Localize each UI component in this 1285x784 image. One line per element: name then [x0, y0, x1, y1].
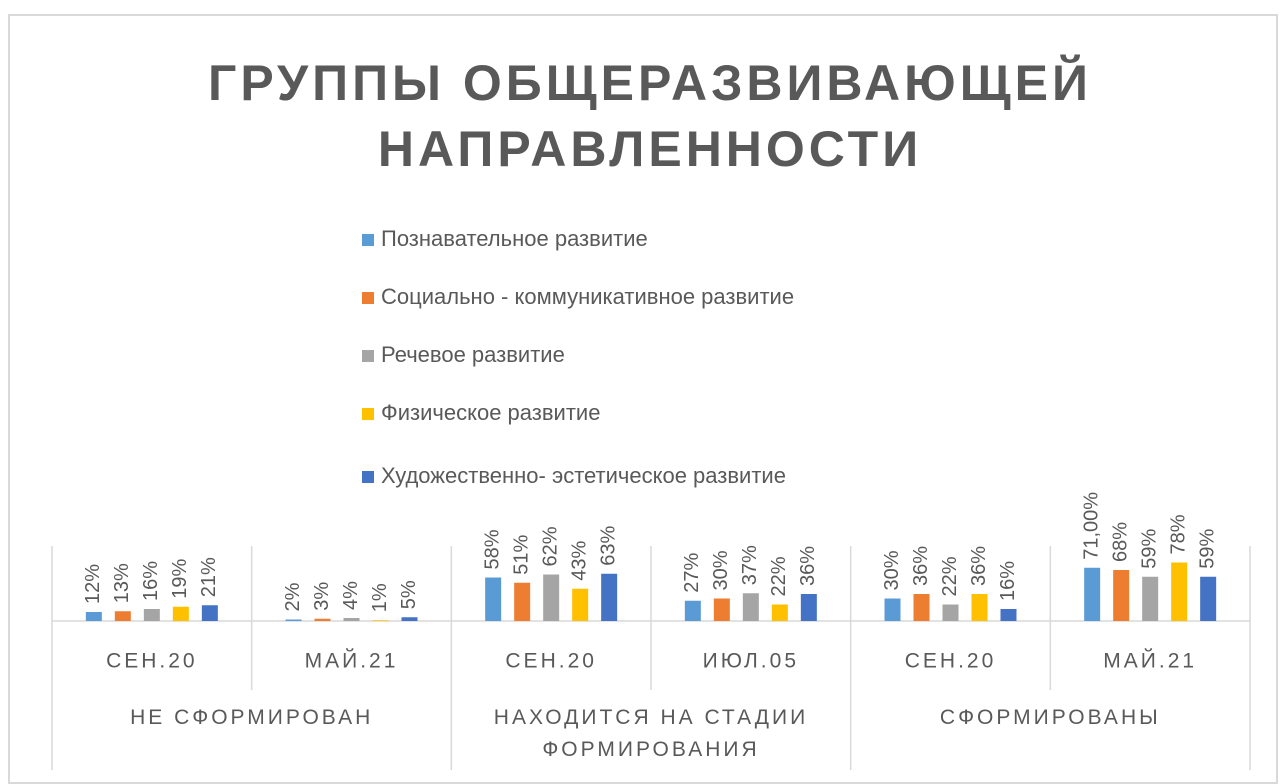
data-label: 71,00% — [1080, 492, 1102, 560]
data-label: 19% — [169, 559, 191, 599]
data-label: 62% — [539, 526, 561, 566]
bar — [543, 574, 560, 621]
bar — [601, 573, 618, 621]
data-label: 63% — [597, 526, 619, 566]
bar — [1000, 609, 1017, 621]
x-tick-label: СЕН.20 — [106, 650, 198, 673]
data-label: 16% — [997, 561, 1019, 601]
chart-title: ГРУППЫ ОБЩЕРАЗВИВАЮЩЕЙ НАПРАВЛЕННОСТИ — [208, 55, 1092, 177]
bar — [1200, 576, 1217, 621]
bar — [1113, 570, 1130, 621]
data-label: 78% — [1167, 514, 1189, 554]
data-label: 5% — [398, 580, 420, 609]
legend-label: Социально - коммуникативное развитие — [381, 284, 794, 309]
x-tick-label: СЕН.20 — [905, 650, 997, 673]
bar — [343, 618, 360, 621]
bar — [572, 588, 589, 621]
bar — [971, 594, 988, 621]
data-label: 1% — [369, 583, 391, 612]
legend-label: Речевое развитие — [381, 342, 565, 367]
legend-swatch — [362, 292, 374, 304]
legend-swatch — [362, 350, 374, 362]
bar — [85, 612, 102, 621]
legend-swatch — [362, 408, 374, 420]
legend-label: Познавательное развитие — [381, 226, 648, 251]
data-label: 27% — [681, 553, 703, 593]
bar — [201, 605, 218, 621]
legend-label: Художественно- эстетическое развитие — [381, 463, 786, 488]
bar — [713, 598, 730, 621]
data-label: 4% — [340, 581, 362, 610]
data-label: 59% — [1138, 529, 1160, 569]
legend-swatch — [362, 234, 374, 246]
bar — [514, 582, 531, 621]
x-tick-label: МАЙ.21 — [1103, 649, 1197, 673]
data-label: 16% — [140, 561, 162, 601]
data-label: 43% — [568, 541, 590, 581]
data-label: 2% — [282, 582, 304, 611]
bar — [143, 609, 160, 621]
bar — [172, 606, 189, 621]
data-label: 36% — [797, 546, 819, 586]
bar — [1171, 562, 1188, 621]
bar — [401, 617, 418, 621]
data-label: 22% — [939, 556, 961, 596]
data-label: 58% — [481, 529, 503, 569]
bar — [1084, 567, 1101, 621]
group-label: НЕ СФОРМИРОВАН — [130, 706, 374, 729]
bar — [285, 619, 302, 621]
legend-label: Физическое развитие — [381, 400, 600, 425]
x-tick-label: СЕН.20 — [505, 650, 597, 673]
data-label: 12% — [82, 564, 104, 604]
bar — [800, 594, 817, 621]
data-label: 36% — [968, 546, 990, 586]
bar — [372, 620, 389, 621]
data-label: 51% — [510, 535, 532, 575]
data-label: 59% — [1196, 529, 1218, 569]
bar — [771, 604, 788, 621]
data-label: 21% — [198, 557, 220, 597]
data-label: 30% — [710, 550, 732, 590]
bar — [884, 598, 901, 621]
bar — [114, 611, 131, 621]
bar — [942, 604, 959, 621]
data-label: 22% — [768, 556, 790, 596]
bar — [913, 594, 930, 621]
bar — [684, 600, 701, 621]
data-label: 13% — [111, 563, 133, 603]
bar — [1142, 576, 1159, 621]
group-label: НАХОДИТСЯ НА СТАДИИ ФОРМИРОВАНИЯ — [493, 706, 809, 761]
bar — [314, 618, 331, 621]
data-label: 36% — [910, 546, 932, 586]
bar — [485, 577, 502, 621]
data-label: 3% — [311, 582, 333, 611]
x-tick-label: МАЙ.21 — [305, 649, 399, 673]
x-tick-label: ИЮЛ.05 — [703, 650, 799, 673]
group-label: СФОРМИРОВАНЫ — [939, 706, 1161, 729]
legend-swatch — [362, 471, 374, 483]
data-label: 37% — [739, 545, 761, 585]
data-label: 68% — [1109, 522, 1131, 562]
bar — [742, 593, 759, 621]
data-label: 30% — [881, 550, 903, 590]
